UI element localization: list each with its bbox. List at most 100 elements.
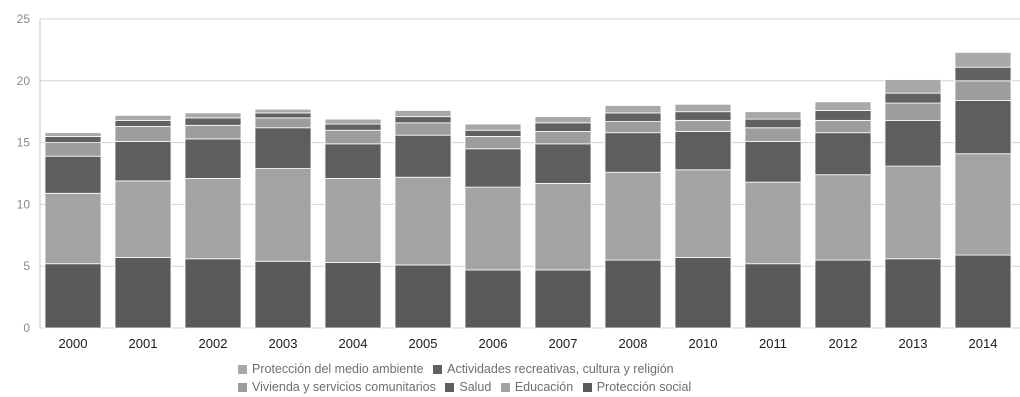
bar-segment <box>184 138 242 179</box>
bar-segment <box>814 132 872 176</box>
bar-segment <box>744 111 802 120</box>
bar-segment <box>44 192 102 265</box>
bar-segment <box>884 165 942 260</box>
x-tick-label: 2011 <box>759 336 787 351</box>
x-tick-label: 2002 <box>199 336 228 351</box>
x-tick-label: 2012 <box>829 336 858 351</box>
x-tick-label: 2001 <box>129 336 158 351</box>
bar-segment <box>464 136 522 150</box>
y-tick-label: 10 <box>17 197 31 211</box>
bar-segment <box>744 118 802 129</box>
bar-segment <box>954 100 1012 155</box>
bar-segment <box>114 257 172 329</box>
bar-segment <box>604 171 662 261</box>
legend-label: Protección social <box>596 380 692 394</box>
bar-segment <box>254 108 312 114</box>
bar-segment <box>324 262 382 329</box>
bar-segment <box>954 153 1012 256</box>
bar-segment <box>674 257 732 329</box>
bar-segment <box>884 258 942 329</box>
bar-segment <box>884 102 942 121</box>
bar-segment <box>114 140 172 182</box>
y-tick-label: 25 <box>17 12 31 26</box>
bar-segment <box>254 112 312 119</box>
bar-segment <box>324 129 382 145</box>
bar-segment <box>884 119 942 167</box>
bar-segment <box>674 131 732 171</box>
bar-segment <box>534 182 592 271</box>
legend-item-salud: Salud <box>445 379 491 396</box>
bar-segment <box>114 180 172 258</box>
bar-segment <box>254 127 312 169</box>
bar-segment <box>394 116 452 124</box>
bar-segment <box>184 112 242 119</box>
x-tick-label: 2008 <box>619 336 648 351</box>
bar-segment <box>954 66 1012 82</box>
legend-item-vivienda: Vivienda y servicios comunitarios <box>238 379 436 396</box>
legend-label: Vivienda y servicios comunitarios <box>252 380 436 394</box>
legend-swatch <box>238 365 247 374</box>
legend-swatch <box>582 383 592 392</box>
bar-segment <box>674 169 732 258</box>
bar-segment <box>884 92 942 104</box>
legend-label: Actividades recreativas, cultura y relig… <box>447 362 674 376</box>
bar-segment <box>884 79 942 94</box>
x-tick-label: 2000 <box>59 336 88 351</box>
bar-segment <box>744 181 802 265</box>
bar-segment <box>254 168 312 262</box>
bar-segment <box>464 148 522 188</box>
legend-swatch <box>445 383 455 392</box>
x-tick-label: 2006 <box>479 336 508 351</box>
legend-swatch <box>238 383 247 392</box>
bar-segment <box>954 51 1012 68</box>
bar-segment <box>394 122 452 136</box>
bar-segment <box>184 258 242 329</box>
legend-label: Protección del medio ambiente <box>252 362 424 376</box>
bar-segment <box>464 123 522 131</box>
bar-segment <box>744 140 802 183</box>
bar-segment <box>534 116 592 124</box>
bar-segment <box>324 178 382 263</box>
bar-segment <box>674 119 732 132</box>
y-tick-label: 5 <box>23 259 30 273</box>
bar-segment <box>394 110 452 118</box>
bar-segment <box>814 101 872 111</box>
bar-segment <box>44 155 102 194</box>
bar-segment <box>394 176 452 266</box>
x-tick-label: 2010 <box>689 336 718 351</box>
bar-segment <box>114 115 172 121</box>
legend-label: Educación <box>514 380 574 394</box>
y-tick-label: 15 <box>17 136 31 150</box>
legend-label: Salud <box>459 380 492 394</box>
bar-segment <box>394 134 452 178</box>
legend-swatch <box>433 365 443 374</box>
x-tick-label: 2003 <box>269 336 298 351</box>
bar-segment <box>324 123 382 131</box>
bar-segment <box>744 127 802 142</box>
bar-segment <box>184 178 242 260</box>
bar-segment <box>324 143 382 179</box>
y-tick-label: 20 <box>17 74 31 88</box>
chart-legend: Protección del medio ambiente Actividade… <box>238 361 838 397</box>
y-tick-label: 0 <box>23 321 30 335</box>
bar-segment <box>604 121 662 134</box>
legend-swatch <box>500 383 510 392</box>
legend-row-1: Protección del medio ambiente Actividade… <box>238 361 838 379</box>
bar-segment <box>604 259 662 329</box>
bar-segment <box>604 105 662 114</box>
legend-item-medio-ambiente: Protección del medio ambiente <box>238 361 424 378</box>
x-tick-label: 2014 <box>969 336 998 351</box>
bar-segment <box>534 269 592 329</box>
bar-segment <box>954 80 1012 101</box>
x-tick-label: 2013 <box>899 336 928 351</box>
bar-segment <box>814 174 872 261</box>
bar-segment <box>44 132 102 137</box>
bar-segment <box>114 126 172 142</box>
legend-item-proteccion-social: Protección social <box>582 379 692 396</box>
bar-segment <box>324 118 382 125</box>
bar-segment <box>464 129 522 137</box>
bar-segment <box>44 136 102 143</box>
x-tick-label: 2007 <box>549 336 578 351</box>
bar-segment <box>254 260 312 329</box>
bar-segment <box>254 117 312 129</box>
